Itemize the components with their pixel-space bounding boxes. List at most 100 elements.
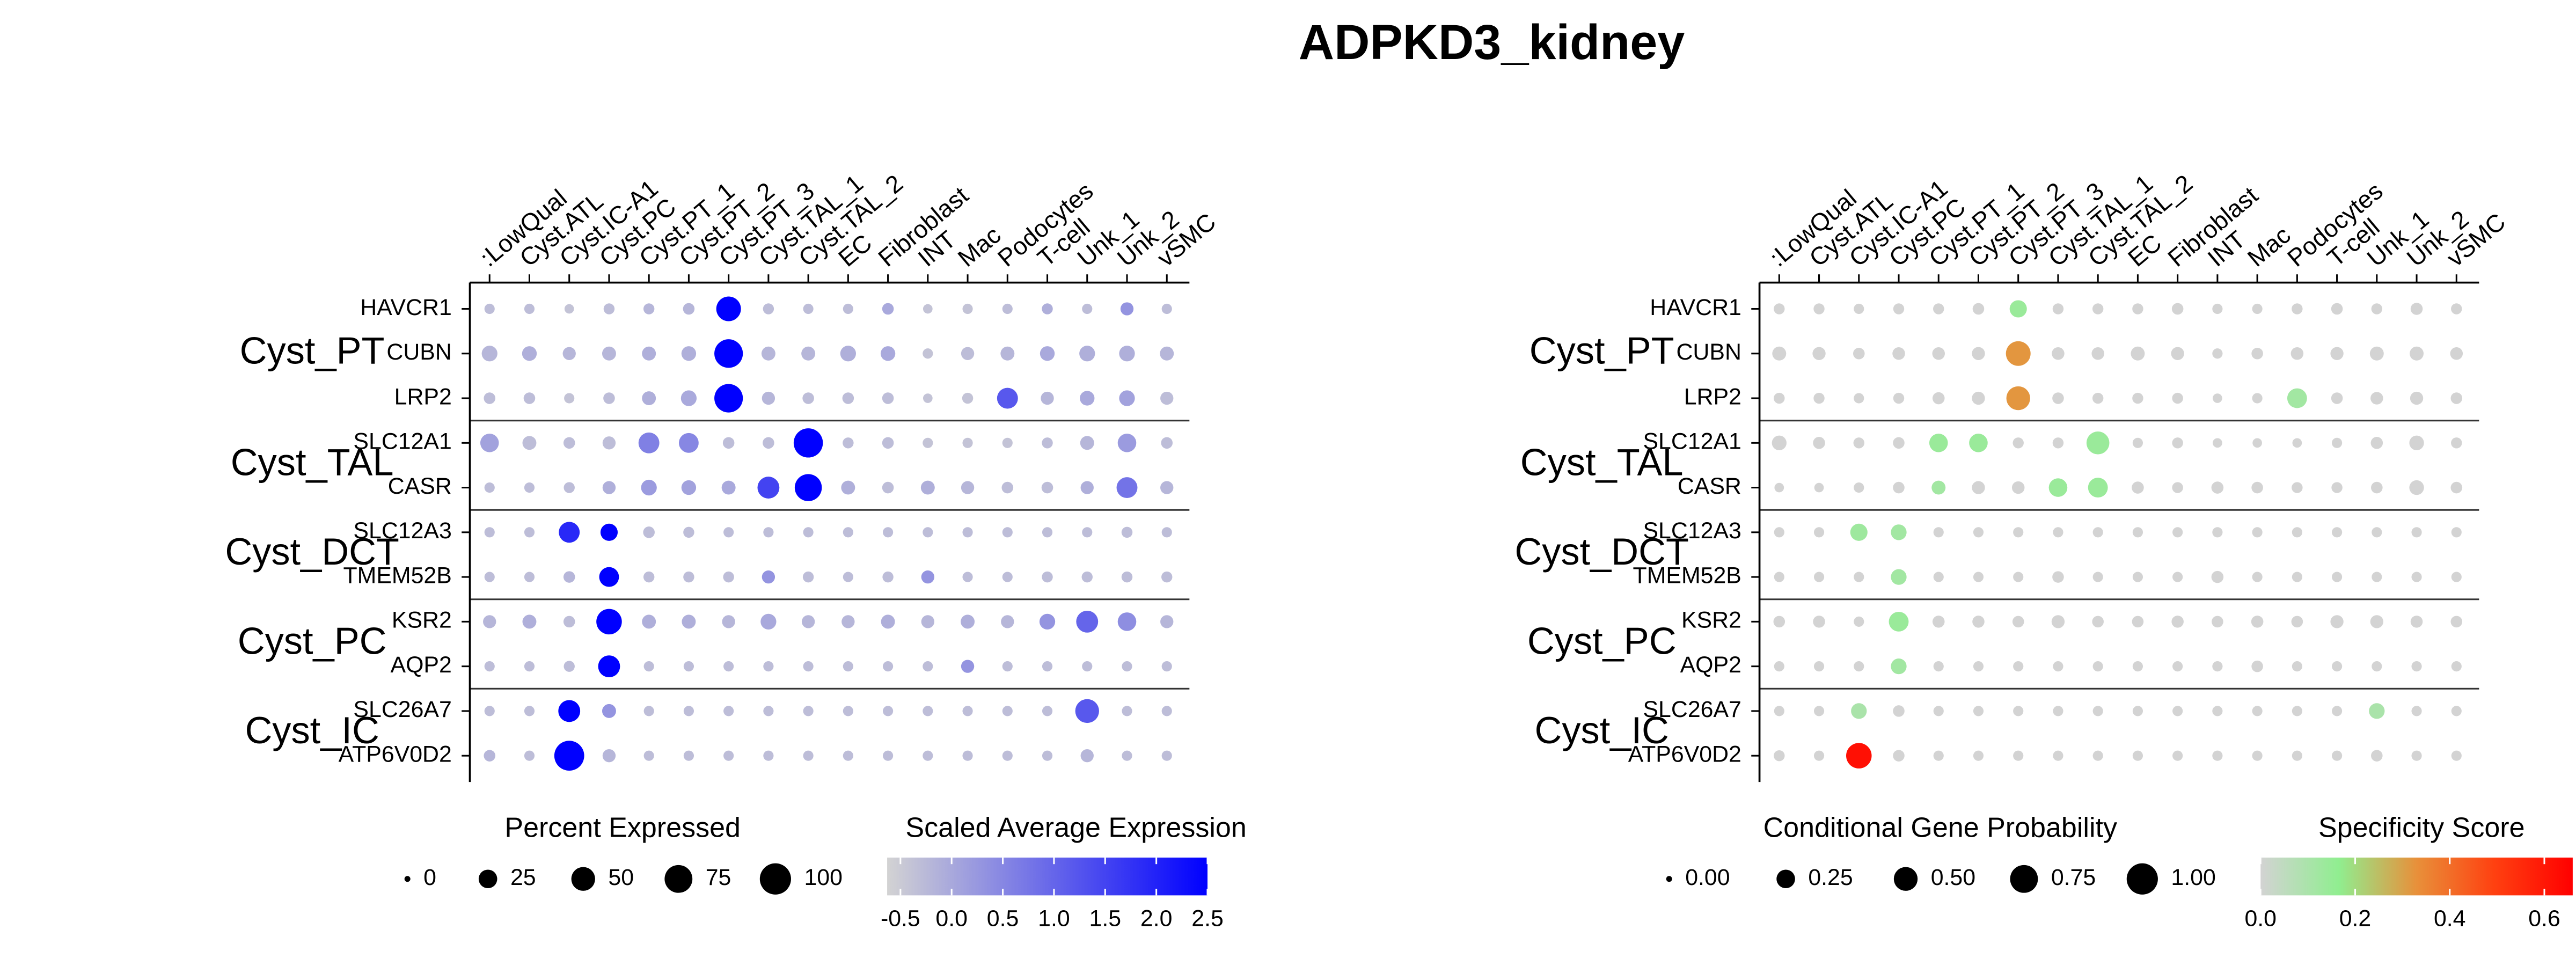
dot bbox=[2213, 393, 2222, 403]
dot bbox=[882, 481, 894, 494]
dot bbox=[598, 655, 620, 678]
dot bbox=[2092, 750, 2103, 761]
dot bbox=[923, 750, 933, 761]
dot bbox=[1042, 661, 1053, 672]
dot bbox=[1891, 569, 1907, 585]
dot bbox=[563, 571, 575, 583]
dot bbox=[1082, 527, 1093, 538]
dot bbox=[562, 347, 576, 360]
dot bbox=[1891, 524, 1907, 540]
dot bbox=[882, 527, 894, 538]
size-legend-title: Percent Expressed bbox=[504, 813, 741, 844]
dot bbox=[962, 750, 973, 761]
dot bbox=[1002, 706, 1013, 716]
dot bbox=[554, 741, 584, 771]
dot bbox=[1161, 706, 1172, 716]
dot bbox=[2331, 392, 2343, 404]
dot bbox=[596, 609, 622, 635]
dot bbox=[2211, 481, 2224, 494]
colorbar-tick-label: 0.5 bbox=[987, 906, 1019, 932]
dot bbox=[2330, 347, 2344, 360]
dot bbox=[2292, 661, 2302, 672]
dot bbox=[2053, 706, 2063, 716]
dot bbox=[1075, 699, 1099, 723]
y-tick-label: ATP6V0D2 bbox=[339, 741, 452, 767]
dot bbox=[762, 570, 775, 584]
dot bbox=[962, 392, 974, 404]
dot bbox=[723, 750, 734, 761]
dot bbox=[2212, 706, 2223, 716]
colorbar bbox=[887, 857, 1208, 896]
dot bbox=[2012, 437, 2024, 449]
dot bbox=[803, 527, 814, 538]
size-legend-label: 0.00 bbox=[1685, 865, 1730, 890]
dot bbox=[2410, 616, 2423, 628]
dot bbox=[484, 661, 495, 672]
dot bbox=[1972, 481, 1985, 494]
dot bbox=[1080, 481, 1094, 494]
dot bbox=[1002, 572, 1013, 582]
dot bbox=[2331, 661, 2343, 672]
dot bbox=[2292, 303, 2303, 314]
dot bbox=[2213, 438, 2222, 448]
dot bbox=[2172, 392, 2183, 404]
dot bbox=[559, 522, 580, 543]
y-tick-label: TMEM52B bbox=[1633, 562, 1741, 588]
dot bbox=[2092, 616, 2104, 628]
dot bbox=[2132, 572, 2143, 582]
dot bbox=[921, 615, 935, 628]
dot bbox=[1854, 303, 1864, 314]
dot bbox=[2251, 481, 2263, 494]
size-legend-dot bbox=[404, 876, 411, 882]
dot bbox=[599, 567, 619, 587]
dot bbox=[1813, 750, 1825, 761]
dot bbox=[843, 750, 853, 761]
group-label: Cyst_IC bbox=[245, 709, 379, 751]
dot bbox=[600, 523, 618, 541]
group-label: Cyst_IC bbox=[1535, 709, 1669, 751]
dot bbox=[1076, 610, 1099, 633]
dot bbox=[1082, 661, 1093, 672]
dot bbox=[524, 303, 535, 314]
dot bbox=[2172, 661, 2183, 672]
dot bbox=[1161, 571, 1173, 583]
dot bbox=[1122, 661, 1132, 672]
y-tick-label: CUBN bbox=[386, 339, 451, 365]
dot bbox=[524, 482, 535, 493]
dot bbox=[722, 437, 735, 449]
dot bbox=[2171, 347, 2184, 360]
dot bbox=[794, 474, 822, 501]
y-tick-label: SLC12A3 bbox=[353, 518, 451, 544]
dot bbox=[803, 303, 814, 314]
dot bbox=[2411, 661, 2422, 672]
dot bbox=[2132, 661, 2143, 672]
dot bbox=[524, 706, 535, 716]
dot bbox=[723, 527, 734, 538]
dot bbox=[1772, 346, 1787, 361]
size-legend-dot bbox=[2010, 865, 2038, 893]
dot bbox=[1774, 661, 1784, 672]
dot bbox=[923, 527, 933, 538]
dot bbox=[564, 482, 575, 493]
y-tick-label: LRP2 bbox=[394, 384, 452, 409]
dot bbox=[683, 526, 694, 538]
dot bbox=[2011, 481, 2025, 494]
dot bbox=[1813, 706, 1825, 716]
dot bbox=[643, 526, 655, 538]
dot bbox=[2371, 481, 2383, 494]
dot bbox=[1972, 347, 1985, 360]
dot bbox=[2211, 570, 2224, 583]
dot bbox=[558, 700, 581, 722]
dot bbox=[2048, 478, 2068, 497]
dot bbox=[1042, 437, 1053, 449]
dot bbox=[1774, 527, 1784, 538]
y-tick-label: HAVCR1 bbox=[1650, 295, 1741, 320]
dot bbox=[1973, 572, 1984, 582]
color-legend-title: Scaled Average Expression bbox=[905, 813, 1246, 844]
dot bbox=[1000, 346, 1015, 361]
dot bbox=[2292, 438, 2302, 448]
dot bbox=[2331, 437, 2343, 448]
group-label: Cyst_PC bbox=[1527, 620, 1677, 662]
dot bbox=[2212, 348, 2223, 359]
dot bbox=[1119, 390, 1135, 406]
